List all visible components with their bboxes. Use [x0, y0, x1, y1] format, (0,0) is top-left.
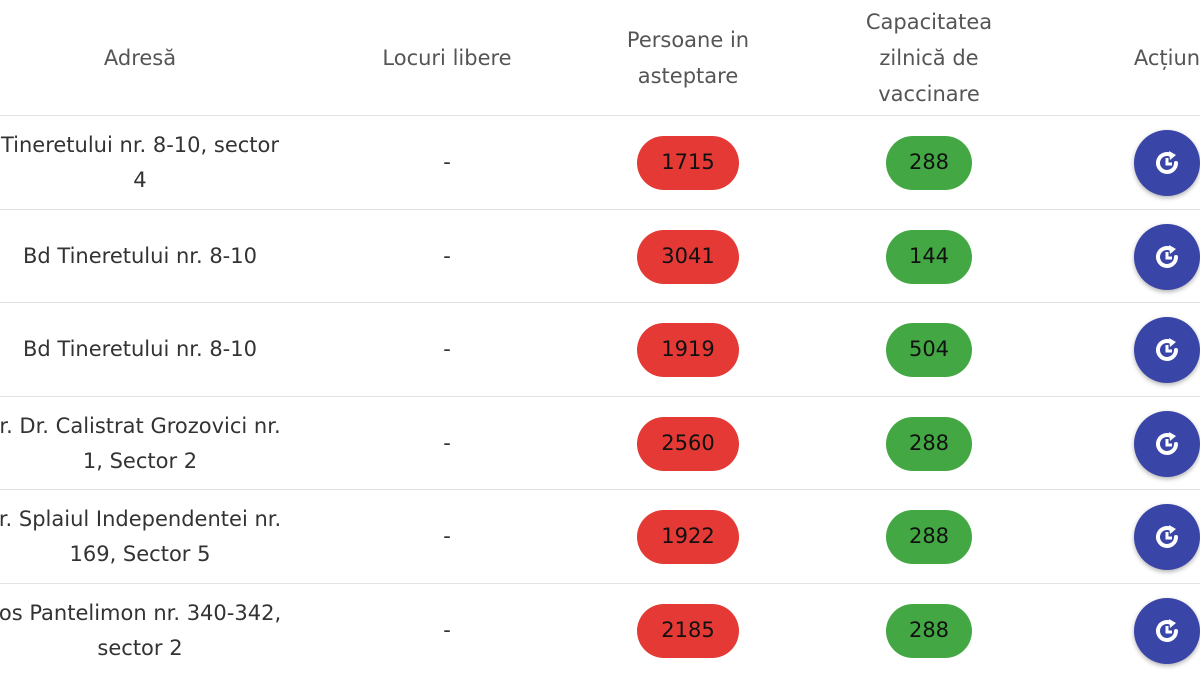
- header-text: Acțiun: [1133, 45, 1200, 70]
- address: Bd Tineretului nr. 8-10: [23, 332, 257, 367]
- table-cell: 1922: [578, 490, 798, 583]
- free-slots: -: [443, 244, 451, 268]
- address: r. Splaiul Independentei nr. 169, Sector …: [0, 502, 281, 572]
- capacity-badge: 144: [886, 229, 972, 284]
- table-cell: 3041: [578, 210, 798, 303]
- refresh-button[interactable]: [1134, 597, 1200, 664]
- table-cell: 144: [819, 210, 1039, 303]
- free-slots: -: [443, 618, 451, 642]
- refresh-icon: [1156, 618, 1178, 642]
- capacity-badge: 504: [886, 322, 972, 377]
- table-cell: Bd Tineretului nr. 8-10: [0, 303, 310, 396]
- header-text: Persoane in asteptare: [626, 27, 750, 88]
- table-cell: [1087, 397, 1200, 490]
- waiting-badge: 3041: [637, 229, 739, 284]
- table-cell: [1087, 303, 1200, 396]
- waiting-badge: 1715: [637, 135, 739, 190]
- column-header: Persoane in asteptare: [578, 0, 798, 115]
- table-row: Bd Tineretului nr. 8-10 - 1919 504: [0, 302, 1200, 396]
- table-cell: 2560: [578, 397, 798, 490]
- address-line: os Pantelimon nr. 340-342,: [0, 600, 282, 625]
- table-cell: Bd Tineretului nr. 8-10: [0, 210, 310, 303]
- refresh-icon: [1156, 244, 1178, 268]
- waiting-badge: 1919: [637, 322, 739, 377]
- address-line: Bd Tineretului nr. 8-10: [23, 337, 257, 361]
- waiting-badge: 2560: [637, 416, 739, 471]
- table-cell: r. Splaiul Independentei nr. 169, Sector …: [0, 490, 310, 583]
- table-cell: -: [337, 397, 557, 490]
- table-cell: -: [337, 116, 557, 209]
- column-header: Adresă: [0, 0, 310, 115]
- address: Tineretului nr. 8-10, sector 4: [1, 128, 279, 198]
- table-cell: -: [337, 584, 557, 677]
- table-cell: 1919: [578, 303, 798, 396]
- table-row: r. Splaiul Independentei nr. 169, Sector …: [0, 489, 1200, 583]
- table-cell: 288: [819, 397, 1039, 490]
- address-line: 4: [133, 167, 147, 192]
- table-cell: [1087, 490, 1200, 583]
- free-slots: -: [443, 150, 451, 174]
- address-line: sector 2: [97, 635, 183, 660]
- refresh-icon: [1156, 150, 1178, 174]
- table-cell: 2185: [578, 584, 798, 677]
- refresh-button[interactable]: [1134, 410, 1200, 477]
- table-cell: 288: [819, 490, 1039, 583]
- table-cell: [1087, 210, 1200, 303]
- address-line: r. Splaiul Independentei nr.: [0, 506, 282, 531]
- refresh-button[interactable]: [1134, 503, 1200, 570]
- free-slots: -: [443, 524, 451, 548]
- refresh-icon: [1156, 337, 1178, 361]
- address: Bd Tineretului nr. 8-10: [23, 239, 257, 274]
- address-line: Bd Tineretului nr. 8-10: [23, 244, 257, 268]
- address-line: 169, Sector 5: [69, 541, 211, 566]
- refresh-icon: [1156, 524, 1178, 548]
- refresh-button[interactable]: [1134, 223, 1200, 290]
- refresh-button[interactable]: [1134, 316, 1200, 383]
- refresh-icon: [1156, 431, 1178, 455]
- table-cell: [1087, 116, 1200, 209]
- header-text: Adresă: [103, 45, 177, 70]
- column-header: Locuri libere: [337, 0, 557, 115]
- table-row: Tineretului nr. 8-10, sector 4 - 1715 288: [0, 115, 1200, 209]
- table-cell: r. Dr. Calistrat Grozovici nr. 1, Sector …: [0, 397, 310, 490]
- table-cell: -: [337, 490, 557, 583]
- waiting-badge: 2185: [637, 603, 739, 658]
- table-cell: 504: [819, 303, 1039, 396]
- table-cell: 1715: [578, 116, 798, 209]
- address-line: r. Dr. Calistrat Grozovici nr.: [0, 413, 281, 438]
- table-row: os Pantelimon nr. 340-342, sector 2 - 2185 2…: [0, 583, 1200, 677]
- address: os Pantelimon nr. 340-342, sector 2: [0, 596, 281, 666]
- capacity-badge: 288: [886, 603, 972, 658]
- table-cell: os Pantelimon nr. 340-342, sector 2: [0, 584, 310, 677]
- column-header: Capacitatea zilnică de vaccinare: [819, 0, 1039, 115]
- capacity-badge: 288: [886, 416, 972, 471]
- column-header: Acțiun: [1087, 0, 1200, 115]
- address: r. Dr. Calistrat Grozovici nr. 1, Sector …: [0, 409, 281, 479]
- refresh-button[interactable]: [1134, 129, 1200, 196]
- table-cell: 288: [819, 584, 1039, 677]
- address-line: Tineretului nr. 8-10, sector: [0, 132, 280, 157]
- address-line: 1, Sector 2: [82, 448, 198, 473]
- table-cell: -: [337, 303, 557, 396]
- free-slots: -: [443, 431, 451, 455]
- table-cell: -: [337, 210, 557, 303]
- table-cell: [1087, 584, 1200, 677]
- table-cell: 288: [819, 116, 1039, 209]
- header-text: Capacitatea zilnică de vaccinare: [865, 9, 993, 106]
- capacity-badge: 288: [886, 509, 972, 564]
- waiting-badge: 1922: [637, 509, 739, 564]
- table-cell: Tineretului nr. 8-10, sector 4: [0, 116, 310, 209]
- capacity-badge: 288: [886, 135, 972, 190]
- free-slots: -: [443, 337, 451, 361]
- header-text: Locuri libere: [382, 45, 512, 70]
- table-row: r. Dr. Calistrat Grozovici nr. 1, Sector …: [0, 396, 1200, 490]
- table-row: Bd Tineretului nr. 8-10 - 3041 144: [0, 209, 1200, 303]
